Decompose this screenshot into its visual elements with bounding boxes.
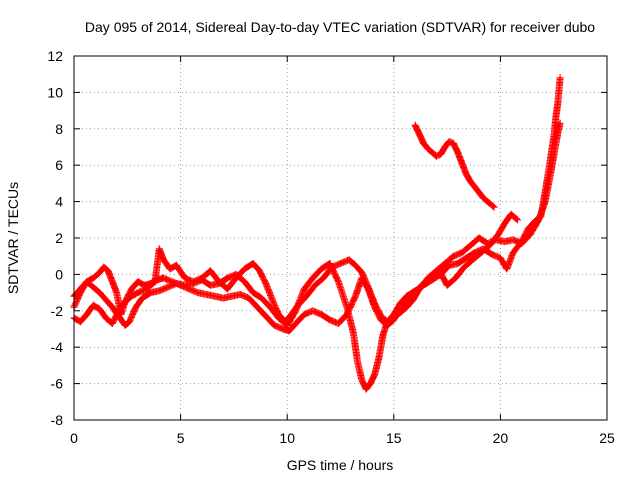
y-tick-label: 4 [55, 194, 63, 210]
y-tick-label: 0 [55, 266, 63, 282]
x-tick-label: 0 [70, 430, 78, 446]
x-axis-label: GPS time / hours [287, 457, 394, 473]
x-tick-label: 25 [599, 430, 615, 446]
y-tick-label: -6 [51, 376, 64, 392]
data-series [70, 74, 564, 393]
chart-title: Day 095 of 2014, Sidereal Day-to-day VTE… [85, 19, 595, 35]
axis-ticks: 0 5 10 15 20 25 -8 -6 -4 -2 0 2 4 6 8 10 12 [47, 48, 615, 446]
y-tick-label: -8 [51, 412, 64, 428]
y-tick-label: 12 [47, 48, 63, 64]
y-tick-label: 2 [55, 230, 63, 246]
y-tick-label: -2 [51, 303, 64, 319]
x-tick-label: 10 [279, 430, 295, 446]
x-tick-label: 20 [493, 430, 509, 446]
x-tick-label: 15 [386, 430, 402, 446]
y-axis-label: SDTVAR / TECUs [5, 182, 21, 294]
series-track-a [70, 119, 564, 335]
y-tick-label: -4 [51, 339, 64, 355]
y-tick-label: 10 [47, 84, 63, 100]
series-track-c [70, 74, 564, 393]
y-tick-label: 6 [55, 157, 63, 173]
y-tick-label: 8 [55, 121, 63, 137]
grid [74, 56, 607, 420]
x-tick-label: 5 [177, 430, 185, 446]
series-track-d [411, 121, 498, 211]
